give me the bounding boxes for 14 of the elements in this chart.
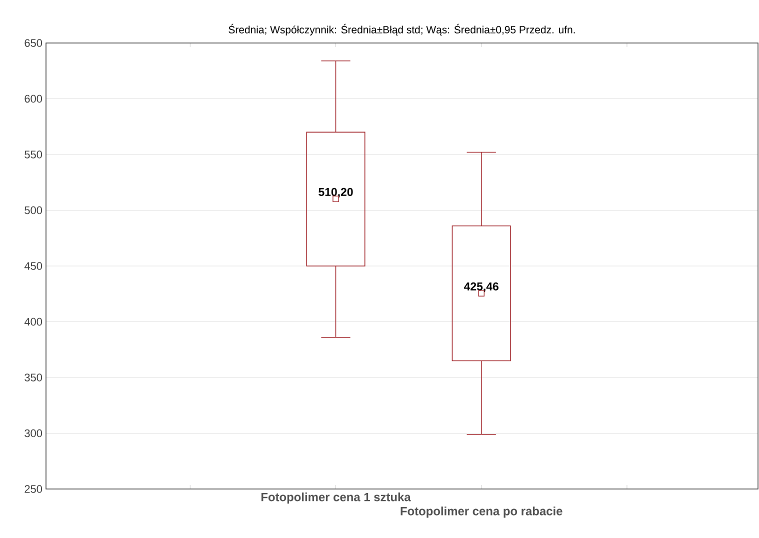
annotation: 510,20 <box>318 188 353 198</box>
x-tick-label: Fotopolimer cena 1 sztuka <box>261 492 411 504</box>
y-tick-label: 600 <box>24 94 42 103</box>
y-tick-label: 400 <box>24 318 42 326</box>
x-tick-label: Fotopolimer cena po rabacie <box>400 506 562 518</box>
y-tick-label: 450 <box>24 262 42 270</box>
y-tick-label: 250 <box>24 485 42 493</box>
y-tick-label: 500 <box>24 206 42 214</box>
y-tick-label: 650 <box>24 39 42 47</box>
y-tick-label: 350 <box>24 374 42 382</box>
chart-title: Średnia; Współczynnik: Średnia±Błąd std; Wąs: Średnia±0,95 Przedz. ufn. <box>228 24 575 36</box>
y-tick-label: 300 <box>24 429 42 438</box>
y-tick-label: 550 <box>24 150 42 158</box>
annotation: 425,46 <box>464 282 498 292</box>
